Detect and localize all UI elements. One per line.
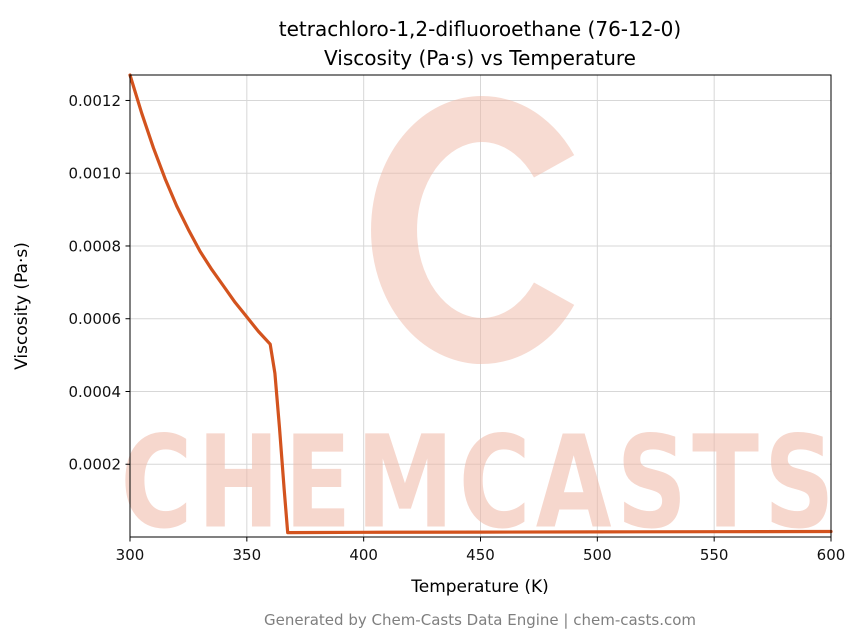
x-tick-label: 400 bbox=[349, 546, 378, 564]
x-tick-label: 300 bbox=[116, 546, 145, 564]
chemcasts-c-logo-icon bbox=[371, 96, 575, 364]
plot-border bbox=[129, 74, 832, 538]
x-axis-label: Temperature (K) bbox=[410, 577, 549, 597]
footer-credit: Generated by Chem-Casts Data Engine | ch… bbox=[264, 611, 696, 629]
y-tick-label: 0.0002 bbox=[69, 456, 122, 474]
data-series bbox=[128, 73, 833, 535]
x-tick-label: 550 bbox=[700, 546, 729, 564]
viscosity-line bbox=[128, 73, 833, 535]
y-tick-label: 0.0008 bbox=[69, 237, 122, 255]
y-axis-label: Viscosity (Pa·s) bbox=[12, 242, 32, 370]
x-tick-label: 600 bbox=[817, 546, 846, 564]
axes: 300 350 400 450 500 550 600 0.0002 0.0004 0.0006 0… bbox=[69, 74, 846, 564]
x-tick-label: 450 bbox=[466, 546, 495, 564]
y-tick-label: 0.0004 bbox=[69, 383, 122, 401]
y-tick-label: 0.0006 bbox=[69, 310, 122, 328]
chart-title-line1: tetrachloro-1,2-difluoroethane (76-12-0) bbox=[279, 17, 681, 41]
y-tick-label: 0.0012 bbox=[69, 92, 122, 110]
chart-title-line2: Viscosity (Pa·s) vs Temperature bbox=[324, 46, 636, 70]
y-tick-label: 0.0010 bbox=[69, 165, 122, 183]
watermark-text: CHEMCASTS bbox=[120, 409, 839, 557]
x-tick-label: 350 bbox=[233, 546, 262, 564]
x-tick-label: 500 bbox=[583, 546, 612, 564]
